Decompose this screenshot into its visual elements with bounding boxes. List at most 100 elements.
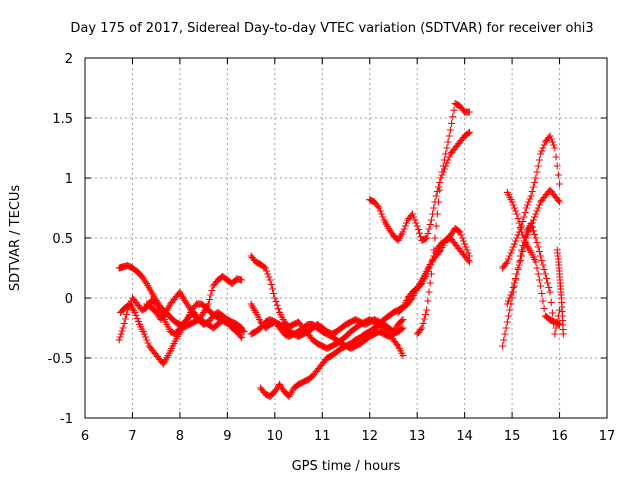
- y-tick-label: 1.5: [52, 112, 73, 127]
- data-point: [131, 308, 139, 316]
- data-point: [119, 324, 127, 332]
- x-tick-label: 11: [314, 429, 331, 444]
- data-point: [534, 162, 542, 170]
- data-point: [538, 290, 546, 297]
- data-point: [533, 168, 541, 176]
- x-tick-label: 8: [176, 429, 184, 444]
- data-point: [505, 255, 513, 263]
- data-point: [545, 284, 553, 291]
- data-point: [548, 138, 556, 146]
- data-point: [552, 324, 560, 332]
- data-point: [399, 324, 407, 332]
- chart-title: Day 175 of 2017, Sidereal Day-to-day VTE…: [70, 21, 593, 36]
- data-point: [502, 260, 510, 267]
- data-point: [378, 210, 386, 218]
- data-point: [515, 219, 523, 227]
- data-point: [539, 297, 547, 305]
- data-point: [521, 209, 529, 216]
- data-point: [117, 330, 125, 338]
- data-point: [423, 270, 431, 278]
- data-point: [512, 207, 520, 215]
- data-point: [537, 150, 545, 158]
- data-point: [413, 222, 421, 230]
- data-point: [272, 298, 280, 306]
- data-point: [535, 276, 543, 284]
- x-tick-label: 7: [128, 429, 136, 444]
- y-tick-label: 2: [65, 52, 73, 67]
- data-point: [510, 240, 518, 248]
- data-point: [464, 257, 472, 264]
- y-tick-label: -0.5: [48, 352, 73, 367]
- data-point: [506, 252, 514, 260]
- data-point: [539, 144, 547, 152]
- data-point: [436, 179, 444, 186]
- data-point: [546, 132, 554, 140]
- data-point: [417, 281, 425, 289]
- data-point: [509, 243, 517, 251]
- data-point: [529, 216, 537, 224]
- data-point: [464, 129, 472, 137]
- data-point: [465, 258, 473, 266]
- data-point: [529, 227, 537, 235]
- data-point: [421, 311, 429, 318]
- data-point: [519, 242, 527, 249]
- data-point: [505, 297, 513, 305]
- data-point: [531, 230, 539, 238]
- data-point: [521, 233, 529, 240]
- data-point: [425, 288, 433, 296]
- data-point: [120, 320, 128, 327]
- data-point: [423, 234, 431, 242]
- data-point: [443, 144, 451, 152]
- data-point: [430, 204, 438, 212]
- data-point: [533, 264, 541, 272]
- data-point: [430, 246, 438, 254]
- data-point: [500, 336, 508, 344]
- data-point: [445, 153, 453, 161]
- data-point: [419, 320, 427, 327]
- data-point: [448, 119, 456, 127]
- data-point: [456, 228, 464, 236]
- data-point: [274, 305, 282, 313]
- data-point: [426, 261, 434, 269]
- data-point: [548, 309, 556, 317]
- data-point: [532, 234, 540, 242]
- data-point: [436, 248, 444, 255]
- data-point: [268, 285, 276, 293]
- data-point: [424, 297, 432, 305]
- data-point: [544, 279, 552, 287]
- data-point: [499, 342, 507, 350]
- data-point: [432, 192, 440, 200]
- data-point: [437, 174, 445, 182]
- data-point: [508, 198, 516, 206]
- data-point: [208, 287, 216, 294]
- data-point: [528, 188, 536, 195]
- data-point: [459, 237, 467, 245]
- data-point: [534, 243, 542, 251]
- series-track-15: [503, 220, 564, 338]
- data-point: [533, 239, 541, 246]
- data-point: [401, 222, 409, 230]
- data-point: [503, 300, 511, 308]
- data-point: [133, 314, 141, 322]
- data-point: [553, 162, 561, 170]
- x-tick-label: 9: [223, 429, 231, 444]
- data-point: [506, 294, 514, 302]
- data-point: [379, 213, 387, 221]
- series-track-10: [413, 100, 473, 338]
- data-point: [264, 270, 272, 278]
- data-point: [267, 281, 275, 288]
- data-point: [399, 228, 407, 236]
- data-point: [510, 279, 518, 287]
- data-point: [532, 210, 540, 218]
- data-point: [204, 300, 212, 308]
- data-point: [512, 275, 520, 282]
- data-point: [535, 248, 543, 255]
- data-points: [115, 100, 567, 400]
- data-point: [436, 186, 444, 194]
- data-point: [416, 229, 424, 237]
- data-point: [532, 174, 540, 182]
- data-point: [412, 219, 420, 227]
- data-point: [461, 240, 469, 248]
- data-point: [399, 352, 407, 360]
